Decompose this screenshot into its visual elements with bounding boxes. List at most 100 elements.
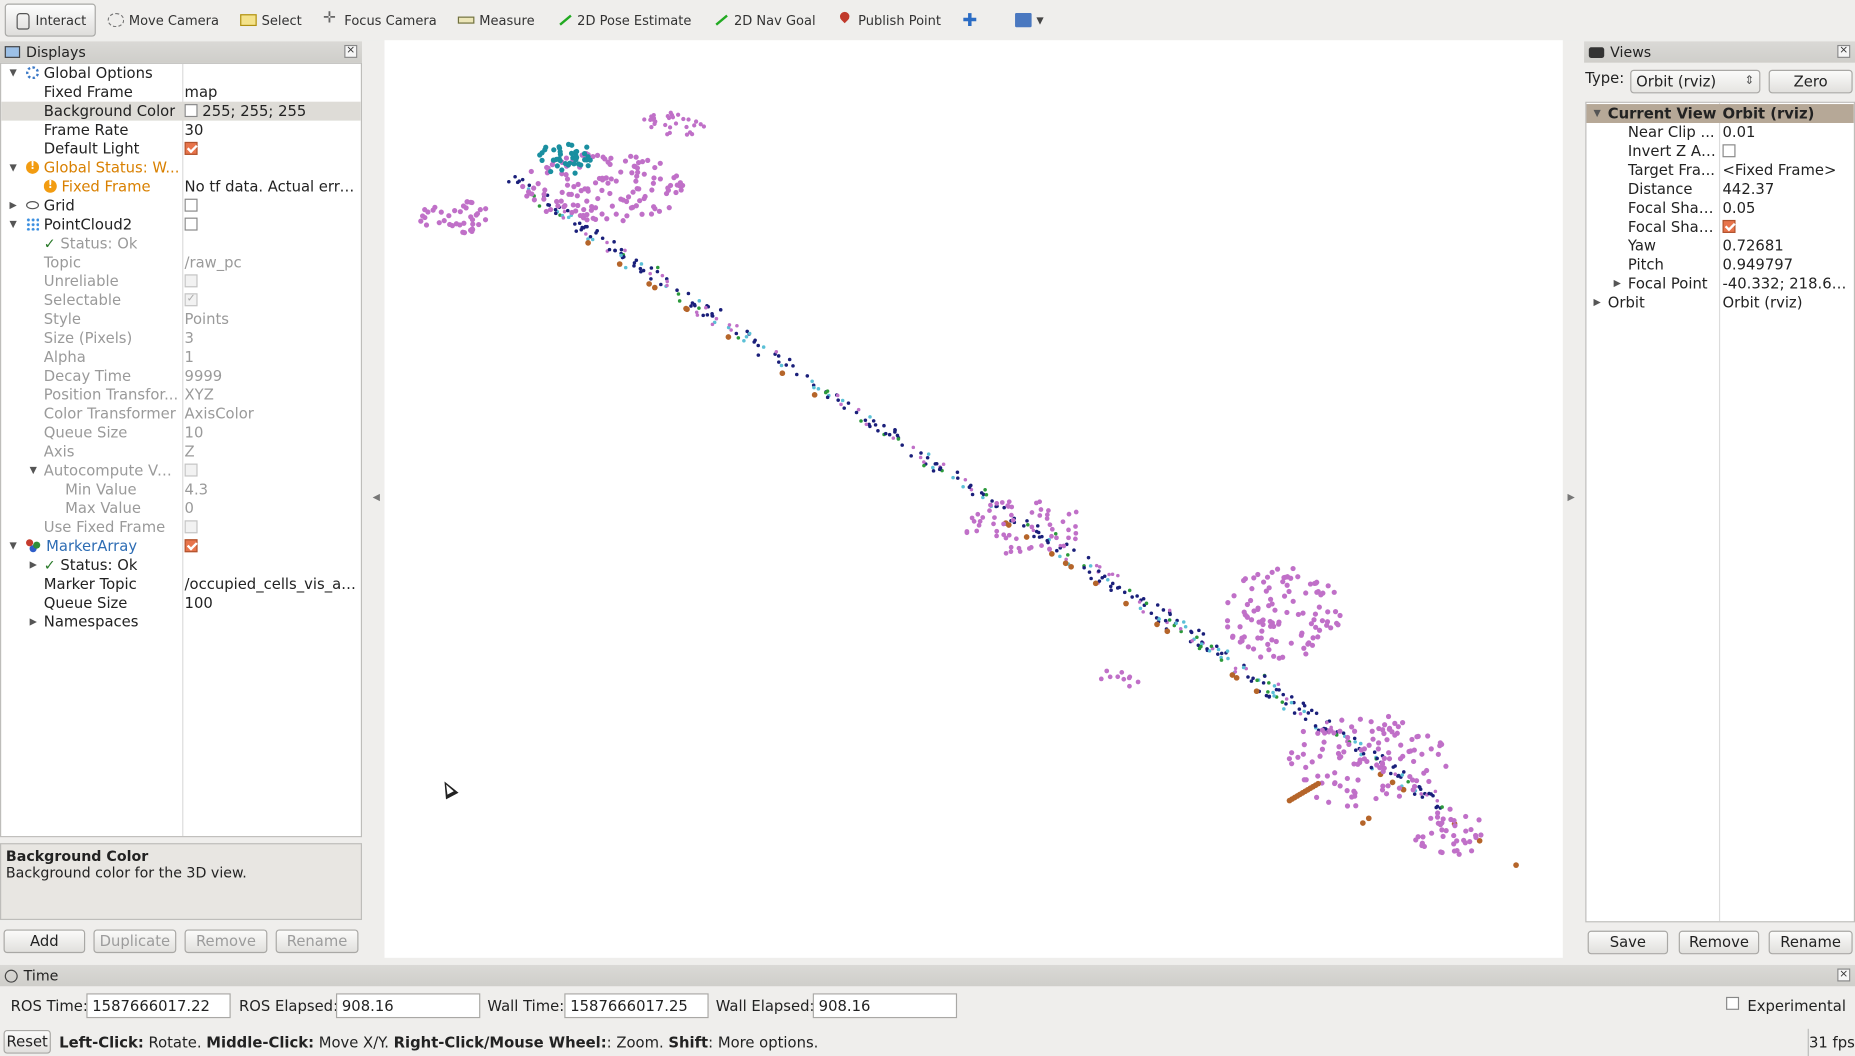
ros-elapsed-field[interactable]: 908.16 (335, 993, 481, 1019)
save-view-button[interactable]: Save (1587, 930, 1669, 955)
decay-value[interactable]: 9999 (184, 366, 223, 385)
row-ma-queue-size[interactable]: Queue Size 100 (1, 594, 361, 613)
row-size[interactable]: Size (Pixels) 3 (1, 329, 361, 348)
expand-right-icon[interactable]: ▶ (1613, 277, 1621, 289)
select-tool[interactable]: Select (231, 4, 311, 37)
row-min-value[interactable]: Min Value 4.3 (1, 480, 361, 499)
row-invert-z[interactable]: Invert Z Axis (1586, 142, 1853, 161)
close-icon[interactable]: × (344, 44, 358, 58)
color-swatch[interactable] (184, 104, 198, 118)
invert-z-checkbox[interactable] (1722, 144, 1736, 158)
row-selectable[interactable]: Selectable ✓ (1, 291, 361, 310)
collapse-left-icon[interactable]: ◀ (372, 491, 380, 503)
row-alpha[interactable]: Alpha 1 (1, 348, 361, 367)
row-default-light[interactable]: Default Light (1, 140, 361, 159)
expand-down-icon[interactable]: ▼ (9, 218, 17, 230)
row-frame-rate[interactable]: Frame Rate 30 (1, 121, 361, 140)
yaw-value[interactable]: 0.72681 (1722, 236, 1784, 255)
use-fixed-frame-checkbox[interactable] (184, 520, 198, 534)
add-tool-button[interactable]: ✚ (953, 4, 987, 37)
add-button[interactable]: Add (3, 929, 86, 954)
row-grid[interactable]: ▶ Grid (1, 196, 361, 215)
topic-value[interactable]: /raw_pc (184, 253, 242, 271)
position-transformer-value[interactable]: XYZ (184, 385, 214, 404)
row-orbit[interactable]: ▶ Orbit Orbit (rviz) (1586, 293, 1853, 312)
alpha-value[interactable]: 1 (184, 347, 194, 366)
remove-tool-button[interactable]: ▼ (1006, 4, 1054, 37)
expand-down-icon[interactable]: ▼ (9, 540, 17, 552)
row-focal-shape-size[interactable]: Focal Shap... 0.05 (1586, 199, 1853, 218)
publish-point-tool[interactable]: Publish Point (827, 4, 950, 37)
row-target-frame[interactable]: Target Fra... <Fixed Frame> (1586, 161, 1853, 180)
row-pc-status[interactable]: ✓ Status: Ok (1, 234, 361, 253)
selectable-checkbox[interactable]: ✓ (184, 293, 198, 307)
duplicate-button[interactable]: Duplicate (93, 929, 177, 954)
color-transformer-value[interactable]: AxisColor (184, 404, 254, 423)
row-color-transformer[interactable]: Color Transformer AxisColor (1, 404, 361, 423)
focal-point-value[interactable]: -40.332; 218.61; ... (1722, 274, 1853, 293)
pitch-value[interactable]: 0.949797 (1722, 255, 1794, 274)
rename-view-button[interactable]: Rename (1768, 930, 1853, 955)
experimental-checkbox[interactable] (1726, 996, 1740, 1010)
row-queue-size[interactable]: Queue Size 10 (1, 423, 361, 442)
min-value-value[interactable]: 4.3 (184, 480, 209, 498)
ros-time-field[interactable]: 1587666017.22 (86, 993, 231, 1019)
row-max-value[interactable]: Max Value 0 (1, 499, 361, 518)
row-position-transformer[interactable]: Position Transfor... XYZ (1, 386, 361, 405)
focus-camera-tool[interactable]: Focus Camera (314, 4, 447, 37)
frame-rate-value[interactable]: 30 (184, 120, 204, 139)
pose-estimate-tool[interactable]: 2D Pose Estimate (546, 4, 700, 37)
max-value-value[interactable]: 0 (184, 499, 194, 517)
expand-down-icon[interactable]: ▼ (29, 464, 37, 476)
row-ma-status[interactable]: ▶ ✓ Status: Ok (1, 556, 361, 575)
distance-value[interactable]: 442.37 (1722, 179, 1775, 198)
axis-value[interactable]: Z (184, 442, 195, 461)
close-icon[interactable]: × (1837, 968, 1851, 982)
default-light-checkbox[interactable] (184, 141, 198, 155)
near-clip-value[interactable]: 0.01 (1722, 122, 1756, 141)
row-focal-shape-fixed[interactable]: Focal Shap... (1586, 218, 1853, 237)
move-camera-tool[interactable]: Move Camera (98, 4, 228, 37)
measure-tool[interactable]: Measure (449, 4, 545, 37)
row-use-fixed-frame[interactable]: Use Fixed Frame (1, 518, 361, 537)
pointcloud2-checkbox[interactable] (184, 217, 198, 231)
interact-tool[interactable]: Interact (4, 3, 96, 37)
remove-display-button[interactable]: Remove (184, 929, 268, 954)
marker-array-checkbox[interactable] (184, 539, 198, 553)
marker-topic-value[interactable]: /occupied_cells_vis_array (184, 574, 360, 593)
row-pointcloud2[interactable]: ▼ PointCloud2 (1, 215, 361, 234)
row-axis[interactable]: Axis Z (1, 442, 361, 461)
row-background-color[interactable]: Background Color 255; 255; 255 (1, 101, 361, 121)
row-near-clip[interactable]: Near Clip ... 0.01 (1586, 123, 1853, 142)
close-icon[interactable]: × (1837, 44, 1851, 58)
row-global-status[interactable]: ▼ ! Global Status: W... (1, 158, 361, 177)
wall-time-field[interactable]: 1587666017.25 (564, 993, 709, 1019)
row-namespaces[interactable]: ▶ Namespaces (1, 613, 361, 632)
row-focal-point[interactable]: ▶ Focal Point -40.332; 218.61; ... (1586, 274, 1853, 293)
wall-elapsed-field[interactable]: 908.16 (812, 993, 958, 1019)
view-type-select[interactable]: Orbit (rviz) (1630, 69, 1761, 94)
remove-view-button[interactable]: Remove (1678, 930, 1760, 955)
reset-button[interactable]: Reset (3, 1029, 51, 1054)
expand-right-icon[interactable]: ▶ (1593, 296, 1601, 308)
focal-shape-size-value[interactable]: 0.05 (1722, 198, 1756, 217)
expand-right-icon[interactable]: ▶ (29, 616, 37, 627)
background-color-value-cell[interactable]: 255; 255; 255 (184, 102, 360, 121)
collapse-right-icon[interactable]: ▶ (1567, 491, 1575, 503)
style-value[interactable]: Points (184, 309, 229, 328)
row-marker-topic[interactable]: Marker Topic /occupied_cells_vis_array (1, 575, 361, 594)
target-frame-value[interactable]: <Fixed Frame> (1722, 160, 1837, 179)
row-autocompute[interactable]: ▼ Autocompute Val... (1, 461, 361, 480)
row-status-fixed-frame[interactable]: ! Fixed Frame No tf data. Actual erro... (1, 177, 361, 196)
expand-right-icon[interactable]: ▶ (9, 199, 17, 211)
row-global-options[interactable]: ▼ Global Options (1, 64, 361, 83)
grid-checkbox[interactable] (184, 198, 198, 212)
focal-shape-fixed-checkbox[interactable] (1722, 219, 1736, 233)
size-value[interactable]: 3 (184, 328, 194, 347)
row-style[interactable]: Style Points (1, 310, 361, 329)
expand-right-icon[interactable]: ▶ (29, 559, 37, 570)
expand-down-icon[interactable]: ▼ (1593, 107, 1601, 119)
row-topic[interactable]: Topic /raw_pc (1, 253, 361, 272)
row-unreliable[interactable]: Unreliable (1, 272, 361, 291)
rename-display-button[interactable]: Rename (275, 929, 359, 954)
